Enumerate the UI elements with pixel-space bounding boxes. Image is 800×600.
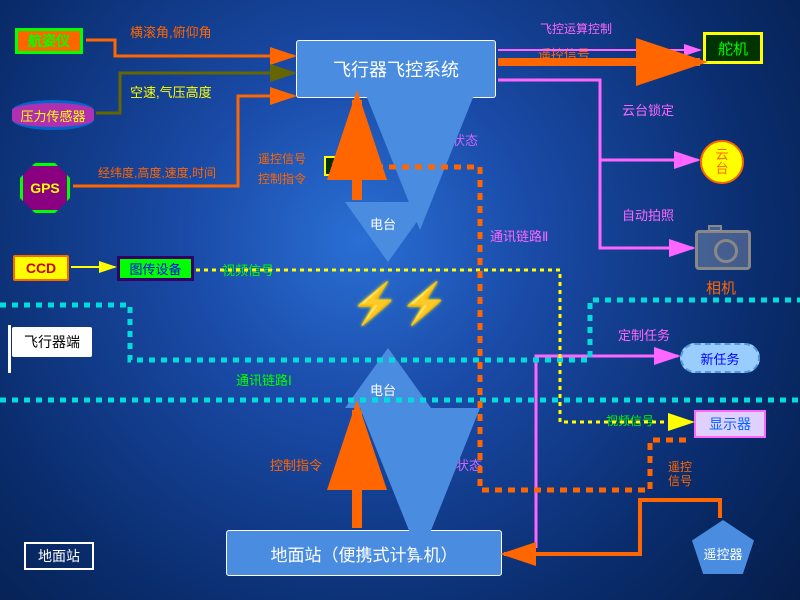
lightning-icon: ⚡⚡ [350,280,450,327]
video-sig2-label: 视频信号 [606,412,654,429]
gimbal-lock-label: 云台锁定 [622,100,674,119]
display-label: 显示器 [709,414,751,434]
gps-sensor: GPS [20,163,70,213]
gps-label: GPS [30,180,60,196]
camera-icon [695,230,751,270]
flight-sys-label: 飞行器飞控系统 [333,56,459,82]
radio1-label: 电台 [370,214,396,233]
gimbal: 云 台 [700,140,744,184]
flag-pole [8,325,11,373]
roll-pitch-label: 横滚角,俯仰角 [130,22,212,41]
servo-label: 舵机 [718,38,748,59]
ground-label: 地面站 [24,542,94,570]
servo: 舵机 [703,32,763,64]
ccd-label: CCD [26,260,56,276]
airspeed-label: 空速,气压高度 [130,82,212,101]
ground-station-label: 地面站（便携式计算机） [271,541,458,566]
img-trans: 图传设备 [117,256,194,281]
custom-task-label: 定制任务 [618,325,670,344]
remote-sig3-label: 遥控 信号 [668,460,692,489]
pressure-label: 压力传感器 [20,106,85,125]
camera-label: 相机 [706,277,736,298]
pressure-sensor: 压力传感器 [12,100,94,130]
new-task: 新任务 [680,343,760,373]
attitude-sensor: 航姿仪 [15,28,83,54]
receiver: 接收机 [324,156,374,176]
flight-status1-label: 飞行状态 [426,130,478,149]
comm-link1-label: 通讯链路Ⅰ [236,370,292,389]
ground-station: 地面站（便携式计算机） [226,530,502,576]
attitude-label: 航姿仪 [28,31,70,51]
flight-ctrl-label: 飞控运算控制 [540,20,612,37]
ctrl-cmd2-label: 控制指令 [270,455,322,474]
aircraft-end: 飞行器端 [12,327,92,357]
radio2-label: 电台 [370,380,396,399]
latlon-label: 经纬度,高度,速度,时间 [98,164,216,181]
ground-label-text: 地面站 [38,546,80,566]
ccd-sensor: CCD [13,255,69,281]
remote-sig1-label: 遥控信号 [258,150,306,167]
receiver-label: 接收机 [331,158,367,175]
remote-label: 遥控器 [703,544,742,563]
auto-photo-label: 自动拍照 [622,205,674,224]
remote-ctrl: 遥控器 [692,520,754,574]
radio2-triangle [345,348,431,408]
radio2: 电台 [370,380,396,399]
ctrl-cmd1-label: 控制指令 [258,170,306,187]
new-task-label: 新任务 [700,349,739,368]
display: 显示器 [694,410,766,438]
comm-link2-label: 通讯链路Ⅱ [490,226,548,245]
flight-system: 飞行器飞控系统 [296,40,496,98]
radio1: 电台 [370,214,396,233]
img-trans-label: 图传设备 [129,259,181,278]
aircraft-end-label: 飞行器端 [24,332,80,352]
video-sig-label: 视频信号 [222,260,274,279]
remote-sig2-label: 遥控信号 [538,44,590,63]
flight-status2-label: 飞行状态 [430,455,482,474]
